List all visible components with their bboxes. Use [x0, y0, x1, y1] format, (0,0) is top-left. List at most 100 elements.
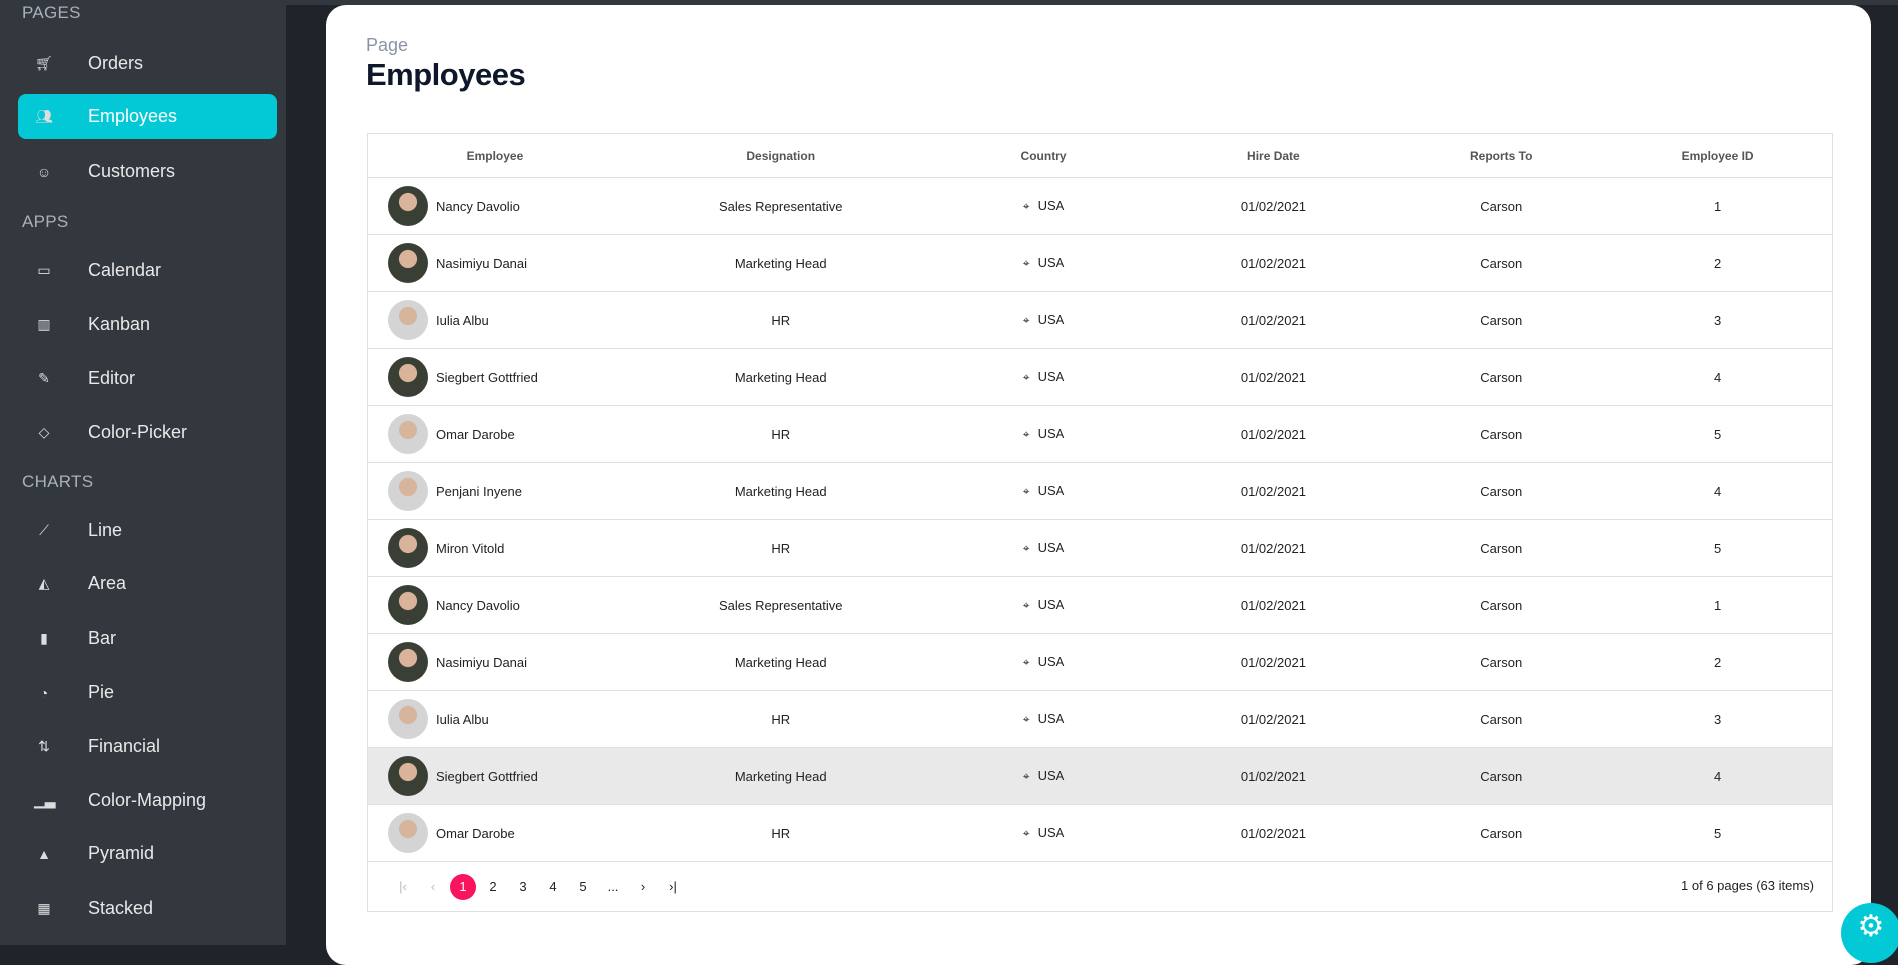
column-header[interactable]: Designation	[746, 148, 816, 163]
sidebar-item-area[interactable]: ◭ Area	[18, 561, 277, 606]
country-text: USA	[1037, 597, 1065, 612]
sidebar-item-pie[interactable]: ◔ Pie	[18, 670, 277, 715]
sidebar-item-label: Financial	[88, 736, 161, 756]
page-3-button[interactable]: 3	[519, 879, 527, 894]
country-text: USA	[1037, 711, 1065, 726]
sidebar-item-pyramid[interactable]: ▲ Pyramid	[18, 831, 277, 876]
first-page-button[interactable]: |‹	[399, 879, 407, 894]
kanban-icon: ▥	[37, 316, 51, 332]
employees-grid: Employee Designation Country Hire Date Repor…	[367, 133, 1833, 912]
hire-date-cell: 01/02/2021	[1240, 312, 1306, 328]
country-cell: ⌖ USA	[940, 768, 1148, 784]
avatar	[388, 756, 428, 796]
sidebar-item-stacked[interactable]: ▦ Stacked	[18, 886, 277, 931]
page-6-button[interactable]: ...	[607, 879, 619, 894]
sidebar-item-customers[interactable]: ☺ Customers	[18, 149, 277, 194]
employee-id-cell: 5	[1713, 426, 1722, 442]
employee-name: Iulia Albu	[436, 312, 489, 328]
column-header[interactable]: Reports To	[1470, 148, 1533, 163]
page-title: Employees	[366, 57, 526, 92]
reports-to-cell: Carson	[1480, 255, 1523, 271]
table-row[interactable]: Miron Vitold HR ⌖ USA 01/02/2021 Carson 5	[368, 520, 1832, 577]
employee-name: Omar Darobe	[436, 825, 515, 841]
hire-date-cell: 01/02/2021	[1240, 369, 1306, 385]
designation-cell: Marketing Head	[734, 768, 827, 784]
page-4-button[interactable]: 4	[549, 879, 557, 894]
customers-icon: ☺	[36, 163, 52, 180]
employee-cell: Nancy Davolio	[368, 585, 622, 625]
sidebar-section-title: CHARTS	[22, 472, 94, 491]
settings-gear-button[interactable]: ⚙	[1841, 903, 1898, 963]
hire-date-cell: 01/02/2021	[1240, 483, 1306, 499]
sidebar-item-bar[interactable]: ▮ Bar	[18, 616, 277, 661]
sidebar-item-editor[interactable]: ✎ Editor	[18, 356, 277, 401]
employee-name: Iulia Albu	[436, 711, 489, 727]
sidebar-item-calendar[interactable]: ▭ Calendar	[18, 248, 277, 293]
column-header[interactable]: Hire Date	[1247, 148, 1300, 163]
sidebar-item-employees[interactable]: 👥︎ Employees	[18, 94, 277, 139]
hire-date-cell: 01/02/2021	[1240, 654, 1306, 670]
employee-cell: Nasimiyu Danai	[368, 243, 622, 283]
sidebar-item-label: Color-Mapping	[88, 790, 207, 810]
reports-to-cell: Carson	[1480, 768, 1523, 784]
location-pin-icon: ⌖	[1022, 655, 1030, 669]
sidebar-item-label: Editor	[88, 368, 136, 388]
column-header[interactable]: Country	[1020, 148, 1067, 163]
cart-icon: 🛒︎	[35, 55, 53, 71]
sidebar-item-label: Employees	[88, 106, 178, 126]
reports-to-cell: Carson	[1480, 483, 1523, 499]
table-row[interactable]: Nancy Davolio Sales Representative ⌖ USA …	[368, 577, 1832, 634]
employee-cell: Siegbert Gottfried	[368, 756, 622, 796]
prev-page-button[interactable]: ‹	[430, 879, 436, 894]
table-row[interactable]: Omar Darobe HR ⌖ USA 01/02/2021 Carson 5	[368, 805, 1832, 862]
table-row[interactable]: Nasimiyu Danai Marketing Head ⌖ USA 01/02…	[368, 634, 1832, 691]
avatar	[388, 300, 428, 340]
page-2-button[interactable]: 2	[489, 879, 497, 894]
line-chart-icon: ⟋	[39, 522, 49, 538]
sidebar-section-title: PAGES	[22, 3, 81, 22]
column-header[interactable]: Employee	[466, 148, 524, 163]
next-page-button[interactable]: ›	[640, 879, 646, 894]
column-header[interactable]: Employee ID	[1681, 148, 1754, 163]
country-cell: ⌖ USA	[940, 540, 1148, 556]
sidebar-item-orders[interactable]: 🛒︎ Orders	[18, 41, 277, 86]
location-pin-icon: ⌖	[1022, 769, 1030, 783]
country-cell: ⌖ USA	[940, 198, 1148, 214]
avatar	[388, 699, 428, 739]
location-pin-icon: ⌖	[1022, 370, 1030, 384]
sidebar-item-label: Area	[88, 573, 127, 593]
table-row[interactable]: Omar Darobe HR ⌖ USA 01/02/2021 Carson 5	[368, 406, 1832, 463]
location-pin-icon: ⌖	[1022, 199, 1030, 213]
hire-date-cell: 01/02/2021	[1240, 825, 1306, 841]
sidebar-item-label: Stacked	[88, 898, 154, 918]
sidebar-item-color-picker[interactable]: ◇ Color-Picker	[18, 410, 277, 455]
table-row[interactable]: Iulia Albu HR ⌖ USA 01/02/2021 Carson 3	[368, 691, 1832, 748]
table-row[interactable]: Nasimiyu Danai Marketing Head ⌖ USA 01/02…	[368, 235, 1832, 292]
last-page-button[interactable]: ›|	[669, 879, 677, 894]
employee-cell: Iulia Albu	[368, 699, 622, 739]
editor-icon: ✎	[38, 370, 50, 386]
sidebar-item-line[interactable]: ⟋ Line	[18, 508, 277, 553]
table-row[interactable]: Iulia Albu HR ⌖ USA 01/02/2021 Carson 3	[368, 292, 1832, 349]
sidebar-item-label: Kanban	[88, 314, 151, 334]
country-text: USA	[1037, 312, 1065, 327]
avatar	[388, 585, 428, 625]
sidebar-item-label: Pie	[88, 682, 115, 702]
page-1-button[interactable]: 1	[450, 873, 476, 900]
breadcrumb: Page	[366, 35, 409, 55]
designation-cell: Marketing Head	[734, 255, 827, 271]
location-pin-icon: ⌖	[1022, 826, 1030, 840]
reports-to-cell: Carson	[1480, 825, 1523, 841]
page-5-button[interactable]: 5	[579, 879, 587, 894]
table-row[interactable]: Nancy Davolio Sales Representative ⌖ USA …	[368, 178, 1832, 235]
table-row[interactable]: Siegbert Gottfried Marketing Head ⌖ USA 0…	[368, 748, 1832, 805]
country-cell: ⌖ USA	[940, 597, 1148, 613]
sidebar-item-financial[interactable]: ⇅ Financial	[18, 724, 277, 769]
designation-cell: Marketing Head	[734, 369, 827, 385]
table-row[interactable]: Siegbert Gottfried Marketing Head ⌖ USA 0…	[368, 349, 1832, 406]
sidebar-item-kanban[interactable]: ▥ Kanban	[18, 302, 277, 347]
financial-icon: ⇅	[38, 738, 50, 754]
sidebar-item-color-mapping[interactable]: ▁▃ Color-Mapping	[18, 778, 277, 823]
table-row[interactable]: Penjani Inyene Marketing Head ⌖ USA 01/02…	[368, 463, 1832, 520]
location-pin-icon: ⌖	[1022, 313, 1030, 327]
